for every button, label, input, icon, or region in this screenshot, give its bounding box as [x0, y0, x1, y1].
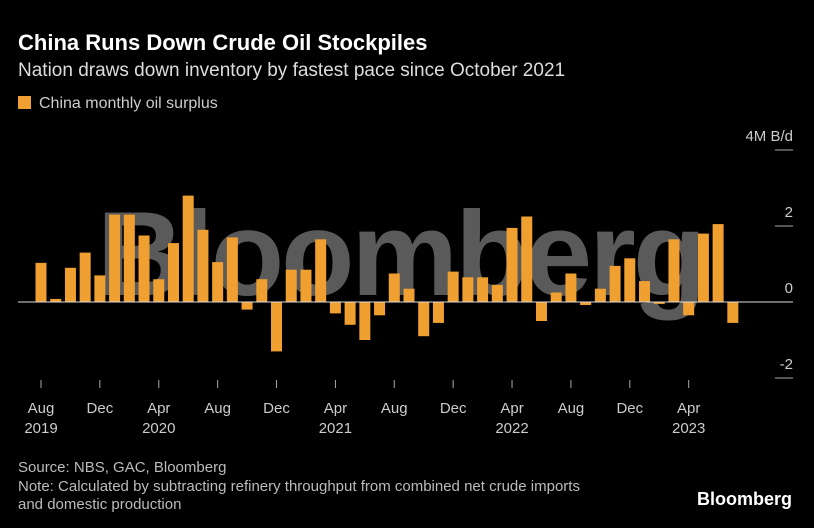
bar	[285, 269, 297, 302]
bar	[727, 302, 739, 323]
bar	[123, 214, 135, 302]
bar	[359, 302, 371, 340]
bar	[506, 227, 518, 302]
x-year-label: 2020	[142, 420, 175, 437]
bar	[697, 233, 709, 302]
y-tick-label: 4M B/d	[745, 128, 793, 145]
x-tick-label: Apr	[677, 400, 700, 417]
source: Source: NBS, GAC, Bloomberg	[18, 459, 226, 476]
bar	[462, 277, 474, 302]
x-year-label: 2021	[319, 420, 352, 437]
bar	[109, 214, 121, 302]
bar	[374, 302, 386, 316]
x-tick-label: Aug	[28, 400, 55, 417]
bar	[271, 302, 283, 352]
bar	[653, 302, 665, 304]
bar	[79, 252, 91, 302]
logo: Bloomberg	[697, 489, 792, 509]
bar	[594, 288, 606, 302]
bar	[344, 302, 356, 325]
x-tick-label: Apr	[324, 400, 347, 417]
bar	[182, 195, 194, 302]
bar	[447, 271, 459, 302]
x-tick-label: Aug	[381, 400, 408, 417]
x-tick-label: Apr	[500, 400, 523, 417]
note: Note: Calculated by subtracting refinery…	[18, 478, 584, 513]
bar	[315, 239, 327, 302]
bar	[300, 269, 312, 302]
x-tick-label: Dec	[263, 400, 290, 417]
bar	[50, 298, 62, 302]
bar	[153, 279, 165, 302]
y-tick-label: 2	[785, 204, 793, 221]
bar	[609, 265, 621, 302]
bar	[197, 229, 209, 302]
bar	[64, 267, 76, 302]
bar	[212, 262, 224, 302]
bar	[580, 302, 592, 306]
legend-label: China monthly oil surplus	[39, 95, 218, 112]
x-year-label: 2022	[495, 420, 528, 437]
legend-swatch	[18, 96, 31, 109]
chart-subtitle: Nation draws down inventory by fastest p…	[18, 60, 565, 81]
bar	[226, 237, 238, 302]
bar	[535, 302, 547, 321]
chart-title: China Runs Down Crude Oil Stockpiles	[18, 30, 428, 55]
bar	[639, 281, 651, 302]
x-tick-label: Apr	[147, 400, 170, 417]
x-tick-label: Dec	[87, 400, 114, 417]
bar	[256, 279, 268, 302]
bar	[521, 216, 533, 302]
bar	[138, 235, 150, 302]
bar	[329, 302, 341, 314]
x-year-label: 2019	[24, 420, 57, 437]
x-tick-label: Dec	[616, 400, 643, 417]
bar	[418, 302, 430, 337]
bar	[403, 288, 415, 302]
bar	[668, 239, 680, 302]
x-tick-label: Aug	[558, 400, 585, 417]
x-tick-label: Dec	[440, 400, 467, 417]
bar	[241, 302, 253, 310]
bar	[35, 262, 47, 302]
bar	[712, 224, 724, 302]
x-tick-label: Aug	[204, 400, 231, 417]
x-year-label: 2023	[672, 420, 705, 437]
bar	[491, 284, 503, 302]
bar	[432, 302, 444, 323]
bar	[477, 277, 489, 302]
bar	[565, 273, 577, 302]
bar	[388, 273, 400, 302]
bar	[94, 275, 106, 302]
bar	[550, 292, 562, 302]
bar	[683, 302, 695, 316]
y-tick-label: 0	[785, 280, 793, 297]
bar	[167, 243, 179, 302]
y-tick-label: -2	[780, 356, 793, 373]
bar	[624, 258, 636, 302]
